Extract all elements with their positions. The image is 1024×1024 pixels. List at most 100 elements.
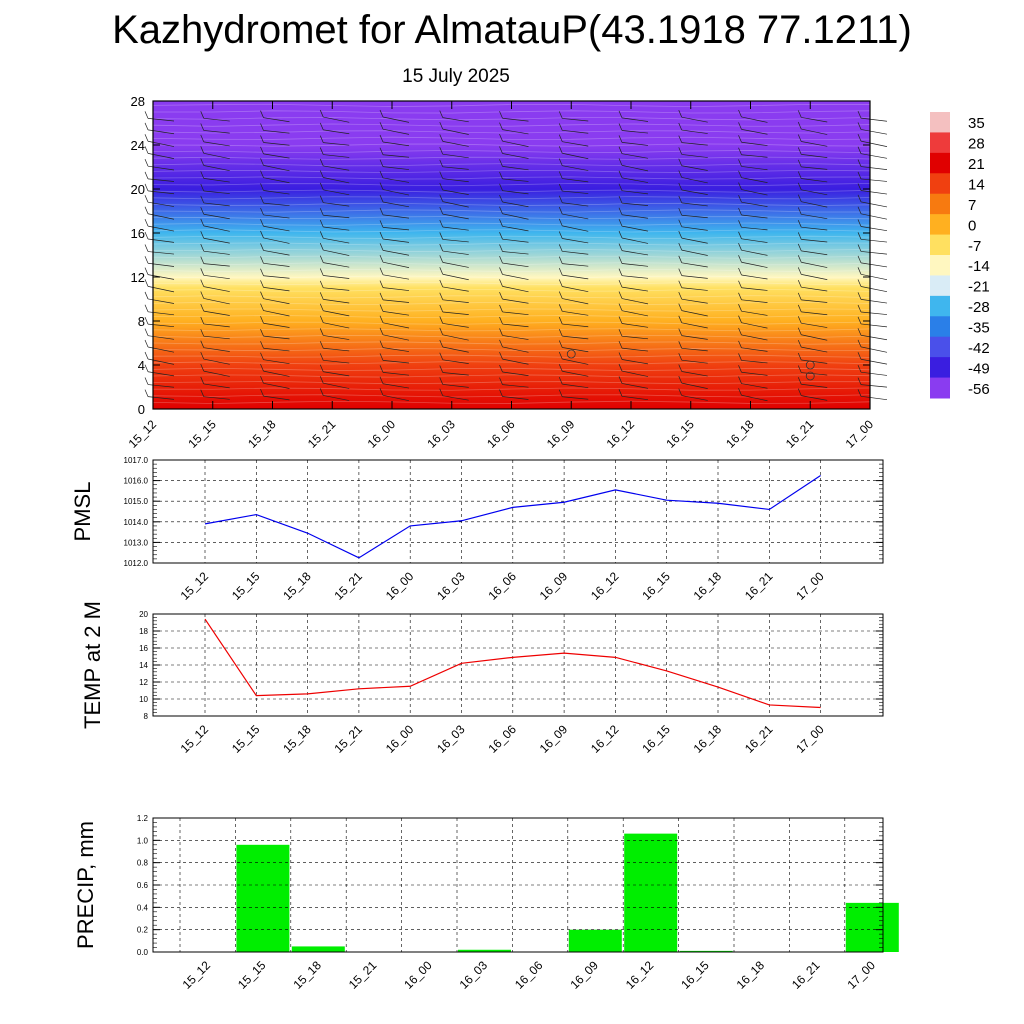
wind-barb [442, 323, 469, 328]
contour-line [152, 367, 871, 371]
wind-barb [741, 360, 768, 364]
colorbar: 35 28 21 14 7 0 -7 -14 -21 -28 -35 -42 -49 -56 [930, 112, 990, 399]
wind-barb-flag [738, 327, 742, 336]
wind-barb [621, 214, 649, 219]
wind-barb-flag [144, 244, 149, 252]
colorbar-swatch [930, 336, 950, 358]
y-axis-label: PMSL [70, 482, 95, 542]
wind-barb-flag [618, 291, 623, 299]
colorbar-swatch [930, 255, 950, 276]
wind-barb [382, 311, 410, 316]
x-tick-label: 16_03 [424, 417, 458, 451]
wind-barb-flag [738, 122, 742, 130]
wind-barb [741, 154, 768, 158]
wind-barb [263, 117, 290, 123]
wind-barb-flag [379, 304, 384, 312]
x-tick-label: 16_12 [588, 569, 622, 603]
contour-line [152, 275, 871, 279]
wind-barb [203, 323, 230, 328]
wind-barb [860, 190, 888, 195]
wind-barb-flag [319, 328, 324, 336]
colorbar-label: 14 [968, 177, 985, 194]
wind-barb [442, 201, 469, 208]
wind-barb-flag [678, 376, 683, 384]
x-tick-label: 15_21 [332, 569, 366, 603]
wind-barb-flag [797, 388, 802, 396]
wind-barb-flag [379, 170, 384, 179]
wind-barb [147, 251, 175, 255]
wind-barb-flag [439, 182, 444, 191]
wind-barb-flag [857, 352, 862, 360]
wind-barb [681, 129, 708, 134]
colorbar-swatch [930, 214, 950, 236]
wind-barb-flag [260, 219, 264, 227]
wind-barb-flag [558, 377, 563, 385]
wind-barb [621, 383, 649, 389]
wind-barb [502, 238, 529, 243]
wind-barb [147, 118, 175, 122]
wind-barb [263, 286, 290, 292]
x-tick-label: 16_18 [691, 569, 725, 603]
contour-line [152, 229, 871, 233]
contour-line [152, 196, 871, 200]
y-tick-label: 16 [131, 226, 145, 241]
wind-barb [621, 130, 649, 134]
wind-barb [681, 371, 708, 377]
wind-barb-flag [738, 280, 742, 288]
wind-barb [382, 372, 410, 376]
wind-barb [621, 370, 649, 377]
wind-barb [741, 249, 768, 256]
wind-barb [502, 166, 529, 171]
contour-line [152, 136, 871, 140]
wind-barb [860, 166, 888, 170]
wind-barb-flag [260, 316, 264, 324]
wind-barb-flag [499, 316, 503, 325]
wind-barb [382, 227, 410, 231]
wind-barb-flag [678, 219, 683, 227]
wind-barb-flag [499, 304, 503, 313]
wind-barb [562, 370, 589, 377]
wind-barb-flag [144, 122, 149, 130]
wind-barb-flag [200, 218, 205, 226]
wind-barb-flag [678, 303, 683, 311]
precip-bar [679, 950, 733, 952]
wind-barb [801, 311, 828, 316]
wind-barb-flag [678, 388, 683, 396]
wind-barb [382, 360, 410, 364]
wind-barb [741, 334, 768, 341]
wind-barb [203, 237, 230, 244]
wind-barb [860, 117, 888, 122]
wind-barb-flag [499, 146, 503, 154]
wind-barb [323, 165, 350, 171]
wind-barb-flag [439, 243, 444, 252]
wind-barb [502, 225, 529, 232]
wind-barb-flag [379, 292, 384, 301]
colorbar-swatch [930, 316, 950, 338]
wind-barb-flag [797, 232, 802, 240]
wind-barb [147, 371, 175, 377]
wind-barb [801, 250, 828, 256]
x-tick-label: 15_15 [185, 417, 219, 451]
wind-barb [860, 334, 888, 341]
wind-barb [382, 166, 410, 170]
temp2m-panel: 8 10 12 14 16 18 20 TEMP at 2 M 15_12 15_15 15_18 1… [80, 601, 884, 756]
wind-barb [323, 202, 350, 207]
wind-barb [323, 116, 350, 123]
wind-barb-flag [379, 243, 384, 251]
wind-barb-flag [379, 231, 384, 240]
wind-barb [860, 178, 888, 182]
wind-barb-flag [499, 244, 503, 252]
wind-barb-flag [797, 159, 802, 167]
wind-barb-flag [618, 389, 623, 397]
wind-barb [323, 142, 350, 146]
wind-barb-flag [857, 255, 862, 264]
wind-barb [681, 310, 708, 317]
wind-barb-flag [558, 218, 563, 226]
y-tick-label: 1014.0 [124, 518, 149, 527]
wind-barb [801, 178, 828, 183]
colorbar-swatch [930, 152, 950, 174]
wind-barb-flag [618, 243, 623, 251]
wind-barb-flag [558, 195, 563, 203]
wind-barb-flag [144, 339, 149, 348]
wind-barb [263, 153, 290, 159]
